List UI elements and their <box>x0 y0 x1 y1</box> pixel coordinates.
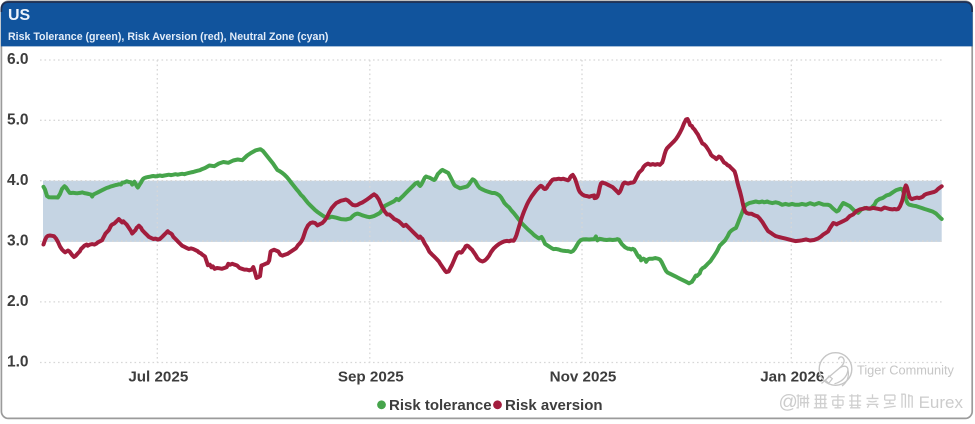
svg-text:Risk aversion: Risk aversion <box>505 397 603 414</box>
svg-text:1.0: 1.0 <box>7 354 29 371</box>
svg-text:3.0: 3.0 <box>7 233 29 250</box>
svg-text:Eurex: Eurex <box>919 393 964 412</box>
svg-text:US: US <box>8 7 31 24</box>
svg-text:Jan 2026: Jan 2026 <box>760 369 824 386</box>
svg-text:6.0: 6.0 <box>7 51 29 68</box>
svg-text:4.0: 4.0 <box>7 172 29 189</box>
svg-text:@: @ <box>779 392 798 413</box>
svg-text:5.0: 5.0 <box>7 112 29 129</box>
svg-text:Sep 2025: Sep 2025 <box>338 369 404 386</box>
svg-text:Nov 2025: Nov 2025 <box>550 369 617 386</box>
svg-text:Jul 2025: Jul 2025 <box>128 369 189 386</box>
svg-text:Risk tolerance: Risk tolerance <box>389 397 492 414</box>
svg-text:Risk Tolerance (green), Risk A: Risk Tolerance (green), Risk Aversion (r… <box>8 31 328 43</box>
svg-text:2.0: 2.0 <box>7 293 29 310</box>
svg-text:Tiger Community: Tiger Community <box>857 363 955 378</box>
